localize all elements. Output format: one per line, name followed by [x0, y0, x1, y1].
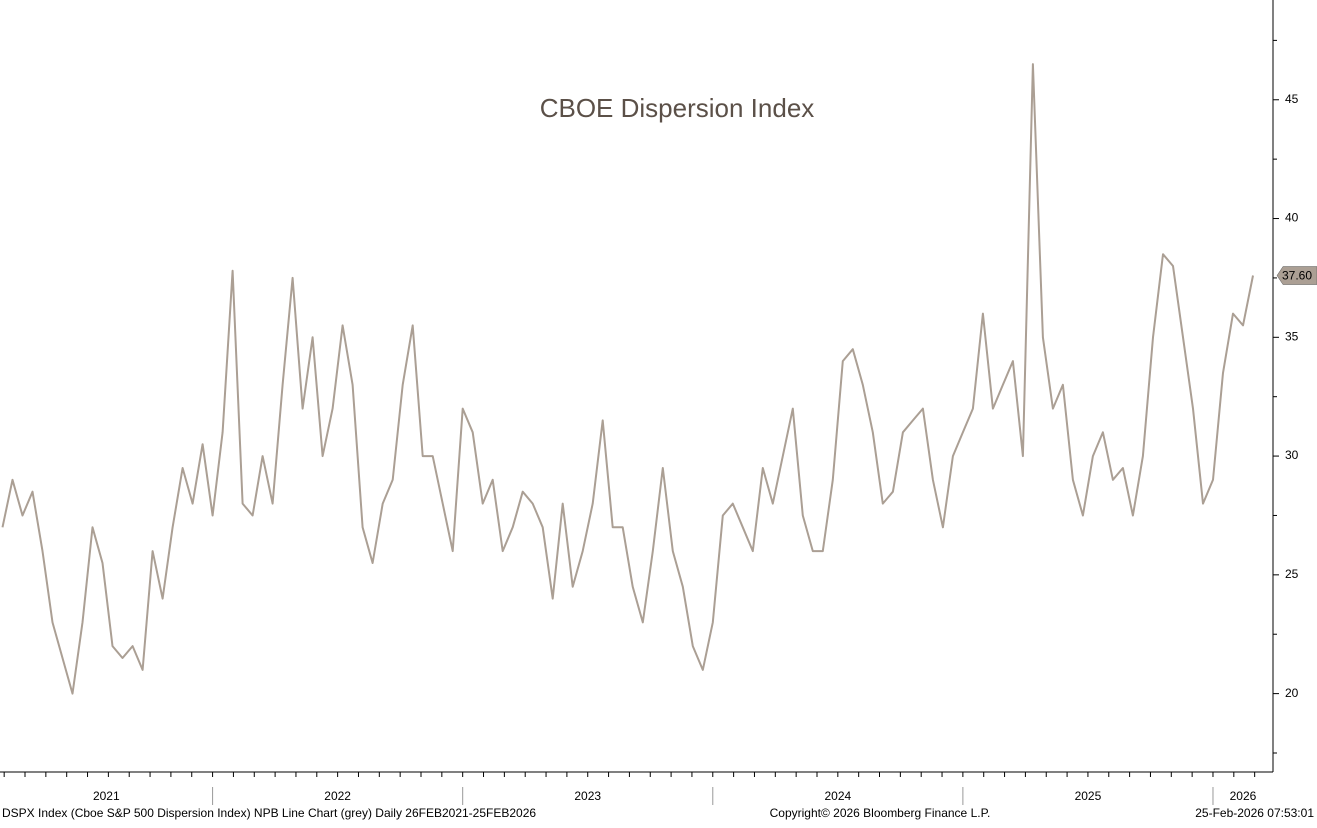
x-tick-label: 2024 — [824, 789, 851, 803]
y-tick-label: 35 — [1285, 329, 1299, 343]
y-tick-label: 45 — [1285, 92, 1299, 106]
x-tick-label: 2021 — [93, 789, 120, 803]
x-tick-label: 2022 — [324, 789, 351, 803]
x-tick-label: 2026 — [1230, 789, 1257, 803]
y-tick-label: 25 — [1285, 567, 1299, 581]
copyright: Copyright© 2026 Bloomberg Finance L.P. — [770, 806, 991, 820]
chart-title: CBOE Dispersion Index — [540, 93, 815, 123]
footer: DSPX Index (Cboe S&P 500 Dispersion Inde… — [2, 806, 536, 820]
x-tick-label: 2025 — [1075, 789, 1102, 803]
last-value-label: 37.60 — [1282, 269, 1312, 283]
timestamp: 25-Feb-2026 07:53:01 — [1195, 806, 1314, 820]
y-tick-label: 30 — [1285, 448, 1299, 462]
line-series — [1, 63, 1254, 695]
x-tick-label: 2023 — [574, 789, 601, 803]
y-tick-label: 40 — [1285, 211, 1299, 225]
last-value-tag — [1276, 266, 1317, 285]
y-tick-label: 20 — [1285, 686, 1299, 700]
